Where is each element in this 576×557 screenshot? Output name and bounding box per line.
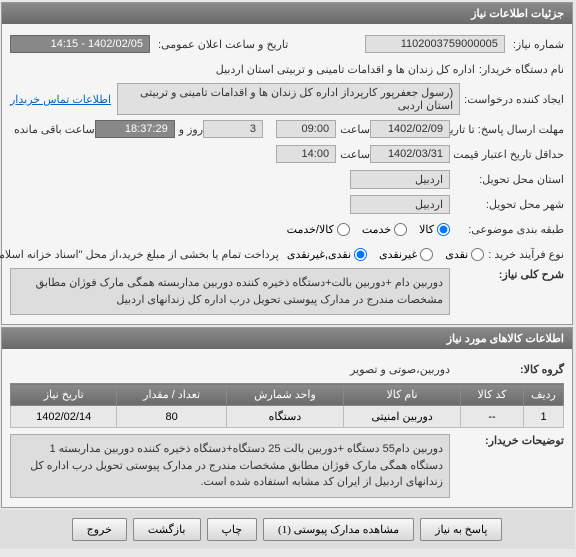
category-both[interactable]: کالا/خدمت bbox=[288, 223, 351, 236]
days-field: 3 bbox=[204, 120, 264, 138]
requester-field: (رسول جعفرپور کارپرداز اداره کل زندان ها… bbox=[118, 83, 461, 115]
th-date: تاریخ نیاز bbox=[12, 384, 118, 406]
category-both-radio[interactable] bbox=[338, 223, 351, 236]
category-service[interactable]: خدمت bbox=[363, 223, 408, 236]
requester-label: ایجاد کننده درخواست: bbox=[465, 93, 565, 106]
announce-label: تاریخ و ساعت اعلان عمومی: bbox=[159, 38, 289, 51]
payment-noncash[interactable]: غیرنقدی bbox=[380, 248, 434, 261]
remaining-label: ساعت باقی مانده bbox=[15, 123, 96, 136]
deadline-time-field: 09:00 bbox=[277, 120, 337, 138]
announce-field: 1402/02/05 - 14:15 bbox=[11, 35, 151, 53]
group-label: گروه کالا: bbox=[455, 363, 565, 376]
th-qty: تعداد / مقدار bbox=[118, 384, 227, 406]
table-header-row: ردیف کد کالا نام کالا واحد شمارش تعداد /… bbox=[12, 384, 565, 406]
table-row[interactable]: 1 -- دوربین امنیتی دستگاه 80 1402/02/14 bbox=[12, 406, 565, 428]
th-name: نام کالا bbox=[345, 384, 462, 406]
cell-date: 1402/02/14 bbox=[12, 406, 118, 428]
respond-button[interactable]: پاسخ به نیاز bbox=[421, 518, 503, 541]
buyer-desc-label: توضیحات خریدار: bbox=[455, 434, 565, 447]
cell-qty: 80 bbox=[118, 406, 227, 428]
validity-time-field: 14:00 bbox=[277, 145, 337, 163]
buyer-desc-box: دوربین دام55 دستگاه +دوربین بالت 25 دستگ… bbox=[11, 434, 451, 498]
panel1-header: جزئیات اطلاعات نیاز bbox=[3, 3, 573, 24]
panel2-body: گروه کالا: دوربین،صوتی و تصویر ردیف کد ک… bbox=[3, 349, 573, 507]
payment-radio-group: نقدی غیرنقدی نقدی,غیرنقدی bbox=[288, 248, 485, 261]
need-details-panel: جزئیات اطلاعات نیاز شماره نیاز: 11020037… bbox=[2, 2, 574, 325]
exit-button[interactable]: خروج bbox=[73, 518, 128, 541]
panel2-header: اطلاعات کالاهای مورد نیاز bbox=[3, 328, 573, 349]
remaining-field: 18:37:29 bbox=[96, 120, 176, 138]
category-goods-radio[interactable] bbox=[438, 223, 451, 236]
button-row: پاسخ به نیاز مشاهده مدارک پیوستی (1) چاپ… bbox=[0, 510, 576, 549]
payment-combined-radio[interactable] bbox=[355, 248, 368, 261]
print-button[interactable]: چاپ bbox=[208, 518, 259, 541]
th-unit: واحد شمارش bbox=[227, 384, 344, 406]
payment-noncash-radio[interactable] bbox=[421, 248, 434, 261]
time-label-2: ساعت bbox=[341, 148, 371, 161]
desc-box: دوربین دام +دوربین بالت+دستگاه ذخیره کنن… bbox=[11, 268, 451, 315]
category-label: طبقه بندی موضوعی: bbox=[455, 223, 565, 236]
category-radio-group: کالا خدمت کالا/خدمت bbox=[288, 223, 451, 236]
goods-info-panel: اطلاعات کالاهای مورد نیاز گروه کالا: دور… bbox=[2, 327, 574, 508]
city-label: شهر محل تحویل: bbox=[455, 198, 565, 211]
cell-row: 1 bbox=[525, 406, 565, 428]
category-service-radio[interactable] bbox=[395, 223, 408, 236]
payment-label: نوع فرآیند خرید : bbox=[489, 248, 565, 261]
time-label-1: ساعت bbox=[341, 123, 371, 136]
category-goods[interactable]: کالا bbox=[420, 223, 451, 236]
cell-name: دوربین امنیتی bbox=[345, 406, 462, 428]
goods-table: ردیف کد کالا نام کالا واحد شمارش تعداد /… bbox=[11, 383, 565, 428]
panel1-body: شماره نیاز: 1102003759000005 تاریخ و ساع… bbox=[3, 24, 573, 324]
payment-combined[interactable]: نقدی,غیرنقدی bbox=[288, 248, 368, 261]
back-button[interactable]: بازگشت bbox=[134, 518, 202, 541]
days-label: روز و bbox=[180, 123, 204, 136]
payment-cash-radio[interactable] bbox=[472, 248, 485, 261]
th-code: کد کالا bbox=[462, 384, 525, 406]
city-field: اردبیل bbox=[351, 195, 451, 214]
buyer-value: اداره کل زندان ها و اقدامات تامینی و ترب… bbox=[217, 63, 476, 76]
payment-cash[interactable]: نقدی bbox=[446, 248, 485, 261]
buyer-label: نام دستگاه خریدار: bbox=[480, 63, 565, 76]
province-label: استان محل تحویل: bbox=[455, 173, 565, 186]
need-number-field: 1102003759000005 bbox=[366, 35, 506, 53]
cell-code: -- bbox=[462, 406, 525, 428]
cell-unit: دستگاه bbox=[227, 406, 344, 428]
deadline-date-field: 1402/02/09 bbox=[371, 120, 451, 138]
th-row: ردیف bbox=[525, 384, 565, 406]
province-field: اردبیل bbox=[351, 170, 451, 189]
need-number-label: شماره نیاز: bbox=[514, 38, 565, 51]
contact-link[interactable]: اطلاعات تماس خریدار bbox=[11, 93, 112, 106]
desc-label: شرح کلی نیاز: bbox=[455, 268, 565, 281]
attachments-button[interactable]: مشاهده مدارک پیوستی (1) bbox=[264, 518, 415, 541]
payment-note: پرداخت تمام یا بخشی از مبلغ خرید،از محل … bbox=[0, 248, 280, 261]
validity-date-field: 1402/03/31 bbox=[371, 145, 451, 163]
group-value: دوربین،صوتی و تصویر bbox=[351, 363, 451, 376]
deadline-label: مهلت ارسال پاسخ: تا تاریخ: bbox=[455, 123, 565, 136]
validity-label: حداقل تاریخ اعتبار قیمت تا تاریخ: bbox=[455, 148, 565, 161]
